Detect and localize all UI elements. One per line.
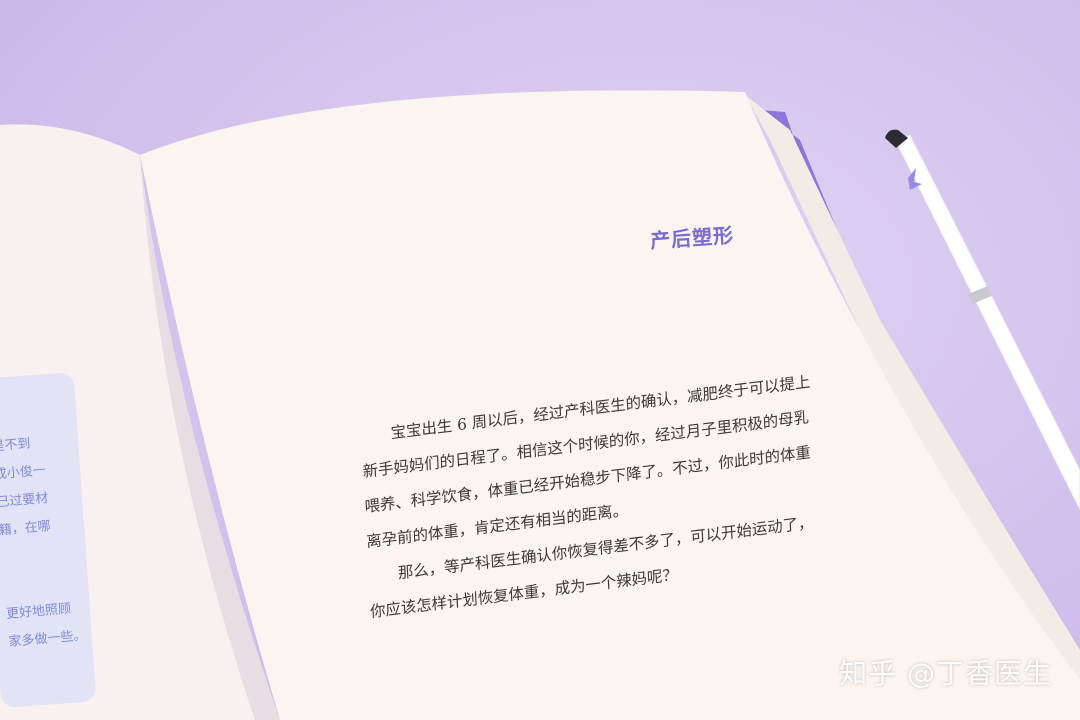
chapter-heading: 产后塑形 — [649, 223, 735, 253]
pen-logo-icon — [908, 168, 922, 190]
stylus-tip — [885, 129, 908, 148]
pen-band — [968, 286, 992, 304]
stylus-pen — [885, 129, 1080, 511]
right-page — [140, 90, 1080, 720]
watermark-text: 知乎 @丁香医生 — [839, 657, 1052, 690]
